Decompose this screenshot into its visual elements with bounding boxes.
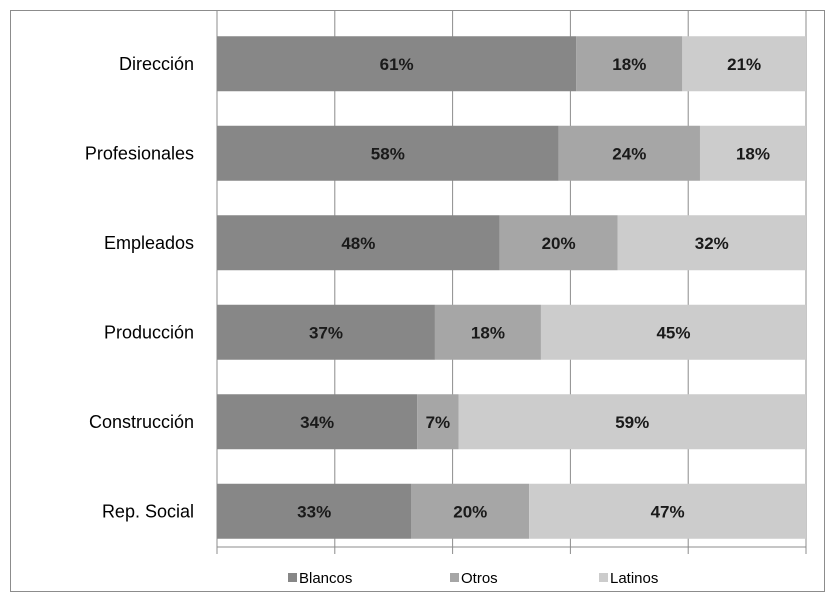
data-label: 59% — [615, 413, 649, 432]
bar-segment-latinos — [699, 125, 806, 181]
bar-segment-blancos — [217, 483, 412, 539]
bar-segment-latinos — [682, 36, 806, 92]
bar-segment-latinos — [458, 394, 806, 450]
category-label: Rep. Social — [102, 501, 194, 521]
bar-segment-latinos — [540, 304, 806, 360]
bar-segment-otros — [434, 304, 541, 360]
data-label: 37% — [309, 323, 343, 342]
category-label: Empleados — [104, 233, 194, 253]
data-label: 21% — [727, 55, 761, 74]
legend-label-blancos: Blancos — [299, 570, 352, 587]
legend-label-otros: Otros — [461, 570, 498, 587]
legend-swatch-otros — [450, 573, 459, 582]
bar-segment-otros — [576, 36, 683, 92]
bar-segment-latinos — [529, 483, 806, 539]
data-label: 58% — [371, 144, 405, 163]
category-label: Construcción — [89, 412, 194, 432]
data-label: 20% — [542, 234, 576, 253]
bar-segment-otros — [417, 394, 459, 450]
bar-segment-blancos — [217, 36, 577, 92]
bar-segment-otros — [558, 125, 700, 181]
legend-swatch-latinos — [599, 573, 608, 582]
bar-segment-blancos — [217, 394, 418, 450]
data-label: 47% — [651, 502, 685, 521]
legend-swatch-blancos — [288, 573, 297, 582]
category-label: Profesionales — [85, 143, 194, 163]
category-label: Dirección — [119, 54, 194, 74]
category-label: Producción — [104, 322, 194, 342]
data-label: 32% — [695, 234, 729, 253]
bar-segment-otros — [499, 215, 618, 271]
data-label: 18% — [736, 144, 770, 163]
legend-label-latinos: Latinos — [610, 570, 658, 587]
data-label: 61% — [380, 55, 414, 74]
bar-segment-otros — [411, 483, 530, 539]
data-label: 18% — [612, 55, 646, 74]
bar-segment-latinos — [617, 215, 806, 271]
data-label: 20% — [453, 502, 487, 521]
data-label: 34% — [300, 413, 334, 432]
data-label: 33% — [297, 502, 331, 521]
bar-segment-blancos — [217, 215, 500, 271]
data-label: 48% — [341, 234, 375, 253]
data-label: 18% — [471, 323, 505, 342]
data-label: 24% — [612, 144, 646, 163]
data-label: 7% — [426, 413, 451, 432]
bar-segment-blancos — [217, 304, 435, 360]
data-label: 45% — [656, 323, 690, 342]
bar-segment-blancos — [217, 125, 559, 181]
